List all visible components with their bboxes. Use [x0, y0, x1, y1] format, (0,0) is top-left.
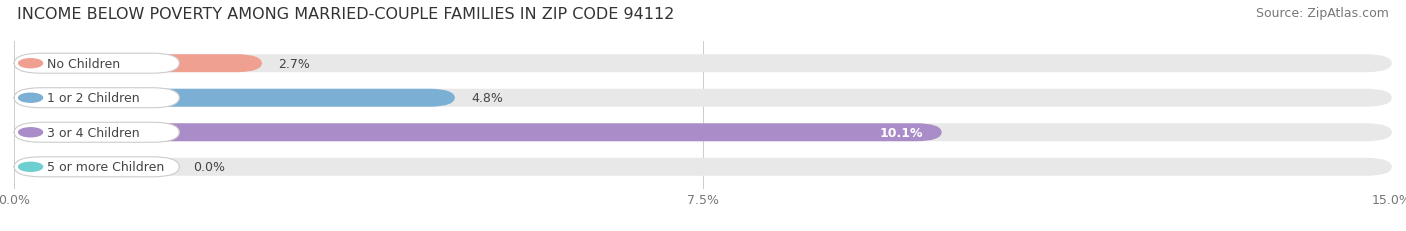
FancyBboxPatch shape	[14, 89, 456, 107]
Circle shape	[18, 94, 42, 103]
FancyBboxPatch shape	[14, 124, 1392, 142]
FancyBboxPatch shape	[14, 89, 1392, 107]
FancyBboxPatch shape	[14, 157, 180, 177]
FancyBboxPatch shape	[14, 124, 942, 142]
Text: INCOME BELOW POVERTY AMONG MARRIED-COUPLE FAMILIES IN ZIP CODE 94112: INCOME BELOW POVERTY AMONG MARRIED-COUPL…	[17, 7, 675, 22]
FancyBboxPatch shape	[14, 55, 262, 73]
FancyBboxPatch shape	[14, 88, 180, 108]
Text: 5 or more Children: 5 or more Children	[48, 161, 165, 173]
Text: 1 or 2 Children: 1 or 2 Children	[48, 92, 139, 105]
Text: 3 or 4 Children: 3 or 4 Children	[48, 126, 139, 139]
Circle shape	[18, 163, 42, 172]
Circle shape	[18, 128, 42, 137]
Text: 2.7%: 2.7%	[278, 58, 311, 70]
FancyBboxPatch shape	[14, 55, 1392, 73]
FancyBboxPatch shape	[14, 123, 180, 143]
Text: 10.1%: 10.1%	[880, 126, 924, 139]
FancyBboxPatch shape	[14, 54, 180, 74]
Circle shape	[18, 59, 42, 68]
FancyBboxPatch shape	[14, 158, 1392, 176]
Text: 4.8%: 4.8%	[471, 92, 503, 105]
Text: 0.0%: 0.0%	[193, 161, 225, 173]
Text: No Children: No Children	[48, 58, 121, 70]
Text: Source: ZipAtlas.com: Source: ZipAtlas.com	[1256, 7, 1389, 20]
